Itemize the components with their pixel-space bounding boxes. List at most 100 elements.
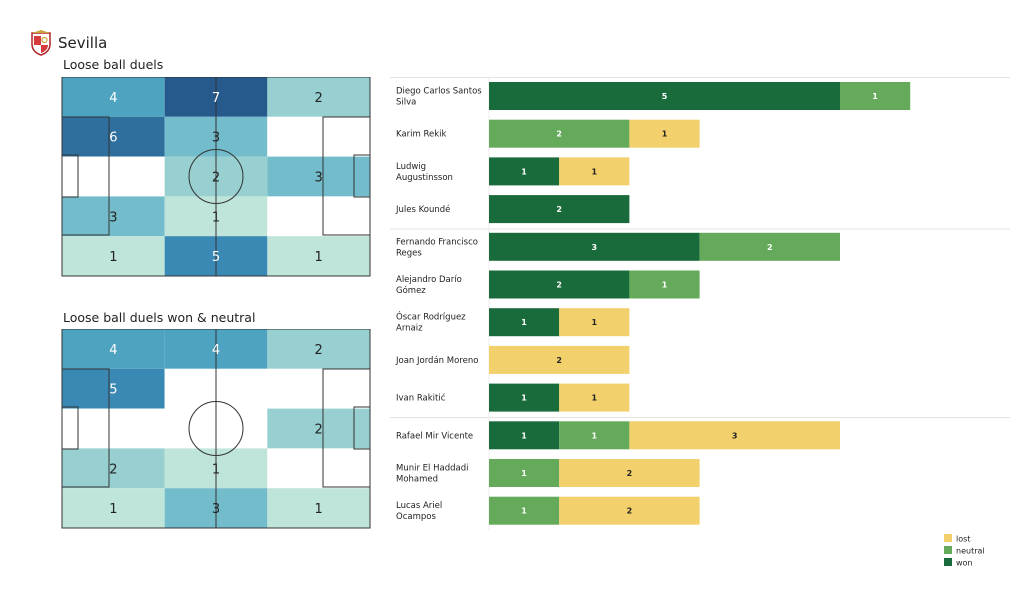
player-row: Karim Rekik 2 1 <box>396 119 700 148</box>
heatmap-cell-label: 2 <box>212 171 220 186</box>
bar-segment-neutral <box>489 459 560 487</box>
bar-segment-lost <box>629 119 700 148</box>
player-row: Jules Koundé 2 <box>395 195 630 224</box>
player-label: Lucas Ariel Ocampos <box>396 501 442 522</box>
heatmap-cell <box>267 156 370 197</box>
heatmap-cell <box>62 448 165 489</box>
heatmap-title-2: Loose ball duels won & neutral <box>63 310 256 325</box>
heatmap-cell-label: 6 <box>109 131 117 146</box>
bar-segment-neutral <box>489 496 560 525</box>
heatmap-title-1: Loose ball duels <box>63 57 164 72</box>
bar-segment-neutral <box>559 421 630 450</box>
bar-value-label: 1 <box>521 469 527 478</box>
player-row: Óscar Rodríguez Arnaiz 1 1 <box>396 308 630 337</box>
heatmap-cell <box>62 116 165 157</box>
heatmap-cell-label: 1 <box>212 462 220 477</box>
heatmap-cell <box>267 488 370 528</box>
player-row: Alejandro Darío Gómez 2 1 <box>396 270 700 299</box>
heatmap-cell-label: 1 <box>315 502 323 517</box>
heatmap-cell <box>267 448 370 489</box>
bar-segment-won <box>489 82 840 110</box>
player-row: Lucas Ariel Ocampos 1 2 <box>396 496 700 525</box>
bar-value-label: 2 <box>767 243 773 252</box>
heatmap-cell <box>62 77 165 117</box>
bar-value-label: 2 <box>556 205 562 214</box>
heatmap-cell <box>62 408 165 449</box>
heatmap-cell <box>267 236 370 276</box>
bar-value-label: 1 <box>592 167 598 176</box>
bar-segment-neutral <box>489 119 630 148</box>
heatmap-cells <box>62 77 370 276</box>
bar-segment-won <box>489 383 560 412</box>
legend-swatch-lost <box>944 534 952 542</box>
bar-segment-lost <box>489 345 630 374</box>
bar-value-label: 5 <box>662 92 668 101</box>
heatmap-cell <box>62 329 165 369</box>
bar-value-label: 2 <box>556 281 562 290</box>
bar-segment-won <box>489 195 630 224</box>
heatmap-cell-label: 4 <box>109 343 117 358</box>
team-header: Sevilla <box>30 30 107 56</box>
bar-segment-won <box>489 421 560 450</box>
group-separators <box>390 77 1010 418</box>
player-row: Munir El Haddadi Mohamed 1 2 <box>396 459 700 487</box>
player-label: Alejandro Darío Gómez <box>396 275 462 296</box>
bar-segment-neutral <box>840 82 911 110</box>
heatmap-cell <box>267 196 370 237</box>
bar-value-label: 1 <box>592 431 598 440</box>
bar-segment-lost <box>559 157 630 186</box>
bar-segment-won <box>489 232 700 261</box>
player-label: Ludwig Augustinsson <box>396 162 453 183</box>
bar-value-label: 1 <box>521 431 527 440</box>
bar-value-label: 1 <box>592 318 598 327</box>
heatmap-cell <box>267 368 370 409</box>
player-label: Ivan Rakitić <box>396 393 446 404</box>
player-row: Ludwig Augustinsson 1 1 <box>396 157 630 186</box>
heatmap-cell-label: 2 <box>315 343 323 358</box>
bar-value-label: 1 <box>662 130 668 139</box>
legend-label: won <box>956 559 973 568</box>
player-label: Joan Jordán Moreno <box>395 356 478 366</box>
heatmap-cell-label: 3 <box>212 131 220 146</box>
player-row: Fernando Francisco Reges 3 2 <box>396 232 840 261</box>
heatmap-cell-label: 3 <box>315 171 323 186</box>
heatmap-cell-label: 1 <box>212 210 220 225</box>
legend-swatch-won <box>944 558 952 566</box>
bar-value-label: 2 <box>627 469 633 478</box>
heatmap-cell <box>62 368 165 409</box>
heatmap-cell-label: 1 <box>109 250 117 265</box>
heatmap-cell-label: 2 <box>109 462 117 477</box>
heatmap-cell <box>267 116 370 157</box>
player-label: Munir El Haddadi Mohamed <box>396 464 468 485</box>
bar-segment-won <box>489 308 560 337</box>
bar-value-label: 1 <box>521 507 527 516</box>
legend-label: lost <box>956 535 970 544</box>
heatmap-cell-label: 2 <box>315 91 323 106</box>
legend-label: neutral <box>956 547 985 556</box>
heatmap-cell <box>267 77 370 117</box>
bar-segment-lost <box>559 383 630 412</box>
pitch-lines <box>61 77 371 277</box>
legend-swatch-neutral <box>944 546 952 554</box>
right-goal-area <box>353 154 371 198</box>
left-goal-area <box>61 406 79 450</box>
heatmap-cell-label: 2 <box>315 423 323 438</box>
left-goal-area <box>61 154 79 198</box>
bar-segment-neutral <box>629 270 700 299</box>
right-goal-area <box>353 406 371 450</box>
player-row: Ivan Rakitić 1 1 <box>396 383 630 412</box>
center-circle <box>188 401 244 456</box>
player-label: Karim Rekik <box>396 130 447 140</box>
player-label: Jules Koundé <box>395 204 450 215</box>
heatmap-cell-label: 4 <box>109 91 117 106</box>
bar-segment-lost <box>559 308 630 337</box>
bar-value-label: 1 <box>521 394 527 403</box>
heatmap-cell <box>62 488 165 528</box>
bar-value-label: 1 <box>662 281 668 290</box>
bar-segment-lost <box>559 496 700 525</box>
heatmap-cell-label: 5 <box>109 383 117 398</box>
heatmap-loose-ball-duels-won-neutral: 4 4 2 5 2 2 1 1 3 1 <box>61 329 371 529</box>
heatmap-cell-label: 5 <box>212 250 220 265</box>
team-name: Sevilla <box>58 34 108 52</box>
